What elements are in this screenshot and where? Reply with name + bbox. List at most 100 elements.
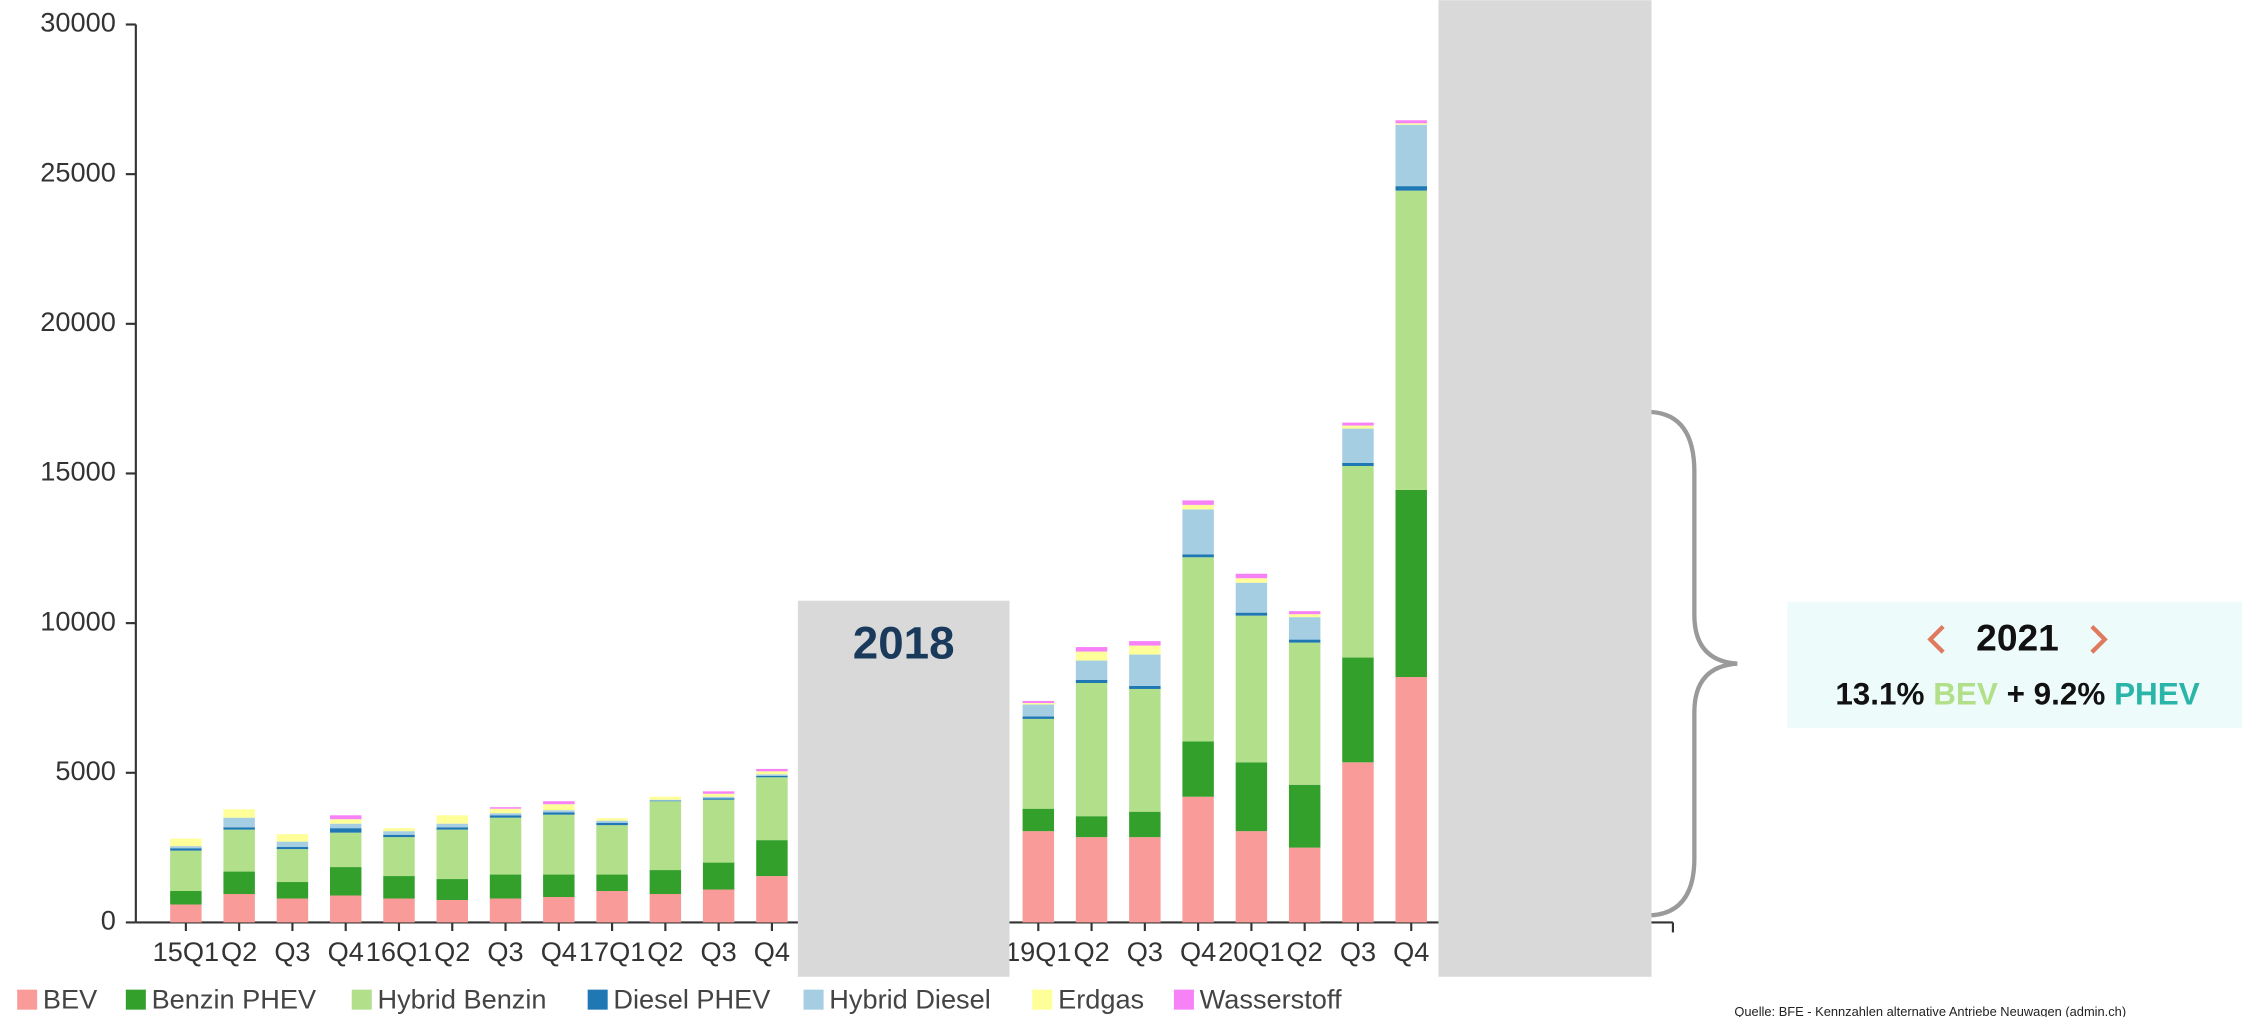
- bar-segment: [1022, 700, 1055, 704]
- bar-segment: [1182, 509, 1214, 555]
- bar-segment: [1288, 614, 1321, 618]
- bar-segment: [702, 798, 735, 800]
- bar-segment: [1022, 703, 1055, 705]
- x-tick-label: Q2: [221, 936, 257, 967]
- legend-swatch: [1032, 989, 1053, 1010]
- phev-share: + 9.2%: [2007, 677, 2106, 712]
- bar-segment: [702, 862, 735, 890]
- overlay-box: [797, 600, 1010, 977]
- bar-segment: [1075, 651, 1108, 661]
- bar-segment: [1395, 489, 1427, 678]
- bar-segment: [223, 827, 255, 830]
- bar-segment: [1129, 641, 1161, 646]
- legend-swatch: [587, 989, 608, 1010]
- bar-segment: [489, 817, 522, 875]
- bar-segment: [702, 796, 735, 799]
- x-tick-label: Q4: [541, 936, 577, 967]
- bar-segment: [649, 894, 682, 923]
- bar-segment: [1235, 762, 1268, 832]
- x-tick-label: 15Q1: [153, 936, 219, 967]
- bar-segment: [276, 841, 309, 848]
- bar-segment: [1342, 428, 1374, 463]
- legend-swatch: [351, 989, 372, 1010]
- bar-segment: [1235, 578, 1268, 583]
- next-arrow[interactable]: [2090, 624, 2108, 654]
- bar-segment: [756, 840, 788, 877]
- bar-segment: [436, 879, 468, 900]
- bar-segment: [1182, 500, 1214, 505]
- bar-segment: [1129, 811, 1161, 838]
- info-box: [1787, 602, 2242, 728]
- bar-segment: [1235, 831, 1268, 923]
- bar-segment: [1075, 682, 1108, 817]
- bar-segment: [489, 807, 522, 809]
- bar-segment: [1235, 573, 1268, 579]
- bar-segment: [1022, 808, 1055, 832]
- bar-segment: [1075, 816, 1108, 838]
- bar-segment: [702, 889, 735, 923]
- bar-segment: [1075, 837, 1108, 923]
- bar-segment: [543, 812, 575, 815]
- bar-segment: [1288, 847, 1321, 923]
- bar-segment: [649, 796, 682, 800]
- bar-segment: [170, 846, 202, 849]
- bar-segment: [1342, 762, 1374, 923]
- y-tick-label: 5000: [55, 755, 115, 786]
- bar-segment: [1182, 554, 1214, 558]
- bar-segment: [1235, 582, 1268, 613]
- bar-segment: [1395, 123, 1427, 125]
- bar-segment: [756, 774, 788, 776]
- bar-segment: [1395, 186, 1427, 191]
- x-tick-label: Q3: [274, 936, 310, 967]
- x-tick-label: Q3: [701, 936, 737, 967]
- x-tick-label: Q2: [1287, 936, 1323, 967]
- bar-segment: [756, 876, 788, 923]
- prev-arrow[interactable]: [1927, 624, 1945, 654]
- bar-segment: [1288, 617, 1321, 640]
- bar-segment: [1129, 645, 1161, 655]
- bar-segment: [756, 771, 788, 775]
- bar-segment: [383, 828, 415, 832]
- bar-segment: [436, 815, 468, 824]
- y-tick-label: 10000: [40, 605, 116, 636]
- bar-segment: [1129, 837, 1161, 923]
- bar-segment: [489, 898, 522, 923]
- bar-segment: [543, 896, 575, 923]
- source: Quelle: BFE - Kennzahlen alternative Ant…: [1734, 1004, 2126, 1017]
- legend-swatch: [17, 989, 38, 1010]
- bar-segment: [170, 838, 202, 847]
- overlay-box: [1438, 0, 1652, 977]
- bar-segment: [1182, 741, 1214, 797]
- bar-segment: [702, 791, 735, 794]
- bar-segment: [489, 808, 522, 814]
- x-tick-label: Q2: [434, 936, 470, 967]
- bar-segment: [702, 799, 735, 863]
- bar-segment: [489, 813, 522, 816]
- bar-segment: [1235, 615, 1268, 763]
- x-tick-label: 17Q1: [579, 936, 645, 967]
- bar-segment: [543, 814, 575, 875]
- bar-segment: [329, 828, 362, 833]
- bar-segment: [170, 848, 202, 851]
- x-tick-label: 19Q1: [1005, 936, 1071, 967]
- bar-segment: [223, 871, 255, 895]
- bar-segment: [756, 768, 788, 772]
- bar-segment: [1342, 425, 1374, 429]
- phev-label: PHEV: [2114, 677, 2200, 712]
- bar-segment: [1129, 654, 1161, 686]
- y-tick-label: 20000: [40, 306, 116, 337]
- bar-segment: [329, 867, 362, 896]
- bar-segment: [170, 850, 202, 892]
- bar-segment: [489, 874, 522, 899]
- y-tick-label: 25000: [40, 156, 116, 187]
- bar-segment: [1182, 504, 1214, 510]
- bar-segment: [329, 895, 362, 923]
- bar-segment: [1288, 611, 1321, 615]
- bar-segment: [436, 829, 468, 880]
- bar-segment: [383, 834, 415, 838]
- overlay-year: 2018: [853, 618, 955, 669]
- x-tick-label: Q3: [487, 936, 523, 967]
- bev-label: BEV: [1933, 677, 1998, 712]
- legend-label: Wasserstoff: [1200, 983, 1342, 1014]
